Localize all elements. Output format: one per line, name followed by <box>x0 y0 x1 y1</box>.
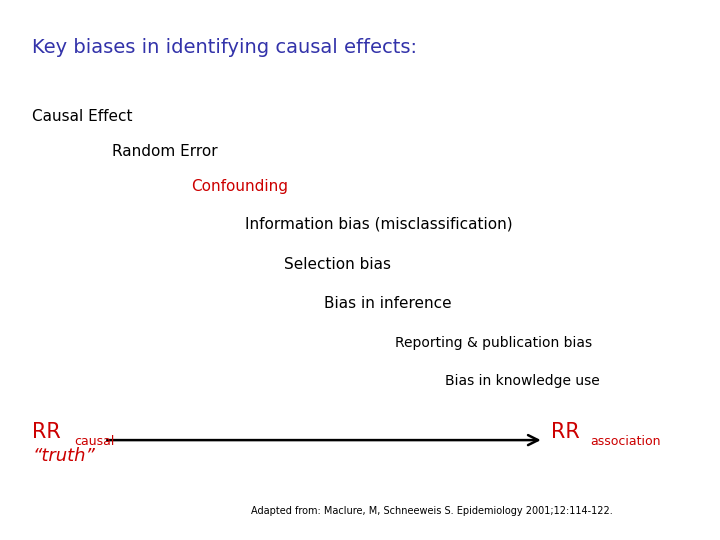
Text: Selection bias: Selection bias <box>284 257 392 272</box>
Text: Random Error: Random Error <box>112 144 217 159</box>
Text: association: association <box>590 435 661 448</box>
Text: Causal Effect: Causal Effect <box>32 109 133 124</box>
Text: Key biases in identifying causal effects:: Key biases in identifying causal effects… <box>32 38 418 57</box>
Text: RR: RR <box>551 422 580 442</box>
Text: RR: RR <box>32 422 61 442</box>
Text: Reporting & publication bias: Reporting & publication bias <box>395 336 592 350</box>
Text: Bias in knowledge use: Bias in knowledge use <box>445 374 600 388</box>
Text: causal: causal <box>74 435 114 448</box>
Text: Adapted from: Maclure, M, Schneeweis S. Epidemiology 2001;12:114-122.: Adapted from: Maclure, M, Schneeweis S. … <box>251 505 613 516</box>
Text: Information bias (misclassification): Information bias (misclassification) <box>245 217 513 232</box>
Text: Confounding: Confounding <box>191 179 288 194</box>
Text: “truth”: “truth” <box>32 447 95 465</box>
Text: Bias in inference: Bias in inference <box>324 296 451 311</box>
